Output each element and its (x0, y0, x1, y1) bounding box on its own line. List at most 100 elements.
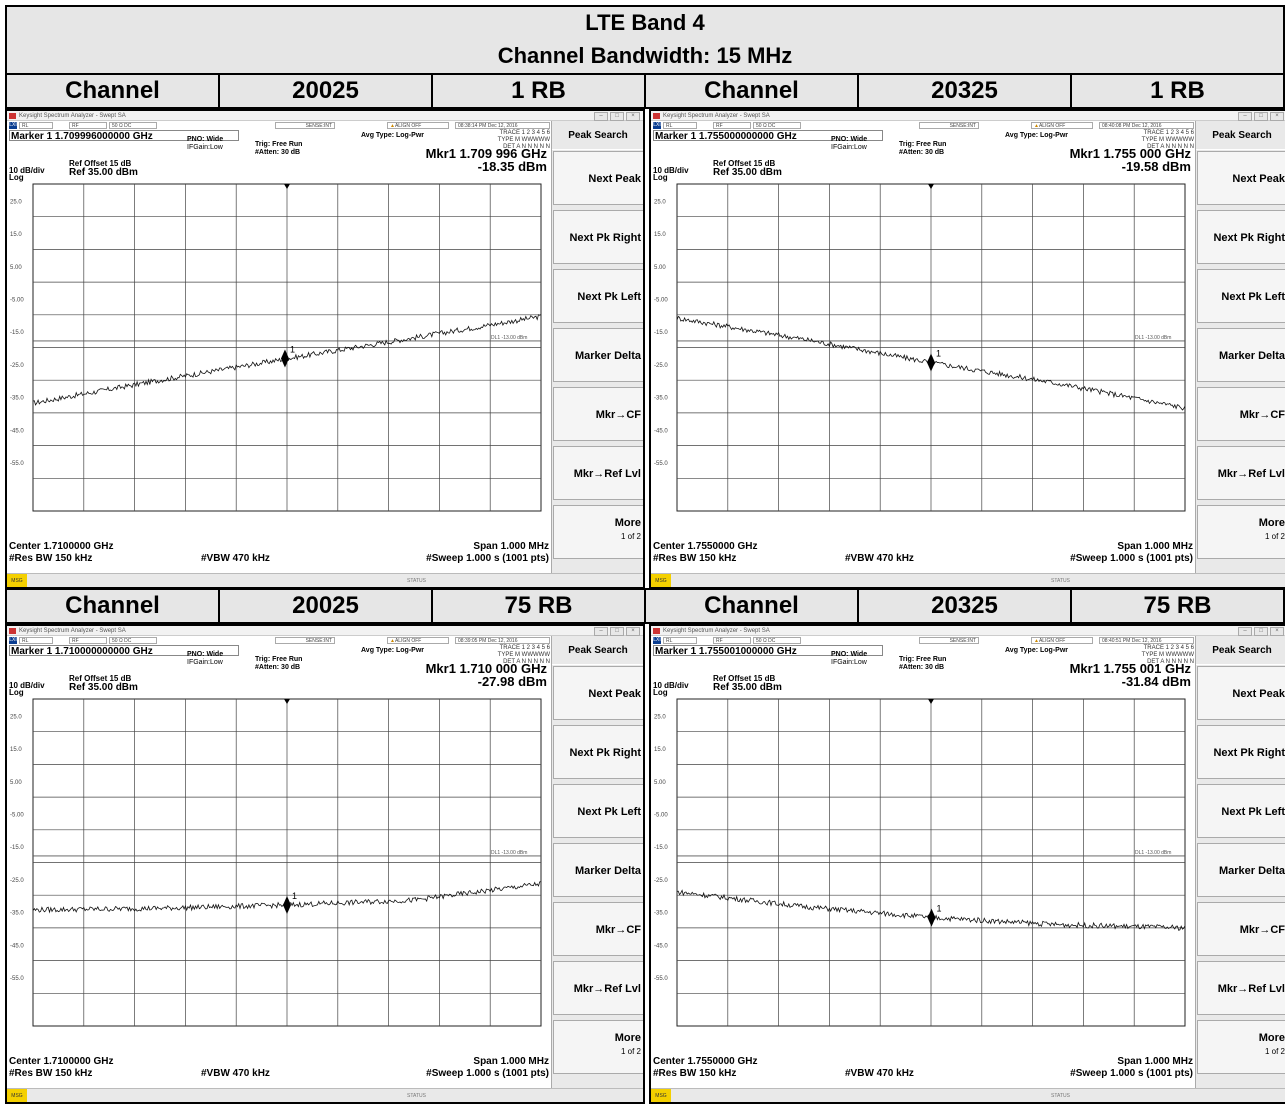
maximize-icon[interactable]: □ (610, 627, 624, 636)
scale-info: 10 dB/div Log (653, 681, 689, 697)
marker-frequency-field[interactable]: Marker 1 1.755000000000 GHz (653, 130, 883, 142)
pno-setting: PNO: Wide (831, 136, 868, 143)
span-setting: Span 1.000 MHz (1117, 541, 1193, 552)
window-title-bar: Keysight Spectrum Analyzer - Swept SA – □… (7, 111, 643, 121)
trace-info: TRACE 1 2 3 4 5 6 TYPE M WWWWW DET A N N… (472, 645, 550, 666)
y-tick-label: -55.0 (10, 461, 24, 467)
analyzer-window: Keysight Spectrum Analyzer - Swept SA – □… (651, 111, 1285, 587)
status-bar: MSG STATUS (651, 1088, 1285, 1102)
marker-frequency-field[interactable]: Marker 1 1.755001000000 GHz (653, 645, 883, 657)
warning-icon: ▲ (1034, 638, 1039, 644)
status-sense: SENSE:INT (919, 122, 979, 129)
scale-info: 10 dB/div Log (653, 166, 689, 182)
y-tick-label: -25.0 (654, 363, 668, 369)
maximize-icon[interactable]: □ (1254, 112, 1268, 121)
window-title: Keysight Spectrum Analyzer - Swept SA (663, 113, 770, 119)
maximize-icon[interactable]: □ (610, 112, 624, 121)
status-align: ▲ALIGN OFF (1031, 637, 1093, 644)
marker-delta-button[interactable]: Marker Delta (1197, 843, 1285, 897)
mkr-to-cf-button[interactable]: Mkr→CF (553, 902, 643, 956)
instrument-status-row: LXI RL RF 50 Ω DC SENSE:INT ▲ALIGN OFF 0… (7, 636, 551, 645)
status-rl: RL (663, 122, 697, 129)
msg-indicator: MSG (651, 574, 671, 587)
trace-detectors: DET A N N N N N (1147, 659, 1194, 665)
window-controls[interactable]: – □ × (1238, 627, 1284, 636)
trace-detectors: DET A N N N N N (1147, 144, 1194, 150)
marker-delta-button[interactable]: Marker Delta (1197, 328, 1285, 382)
mkr-to-ref-lvl-button[interactable]: Mkr→Ref Lvl (1197, 961, 1285, 1015)
next-pk-right-button[interactable]: Next Pk Right (1197, 725, 1285, 779)
status-align: ▲ALIGN OFF (387, 122, 449, 129)
display-line-label: DL1 -13.00 dBm (491, 850, 527, 856)
window-controls[interactable]: – □ × (1238, 112, 1284, 121)
window-controls[interactable]: – □ × (594, 112, 640, 121)
softkey-panel: Peak Search Next Peak Next Pk Right Next… (551, 636, 643, 1088)
close-icon[interactable]: × (1270, 627, 1284, 636)
center-indicator-icon (284, 699, 290, 704)
next-pk-right-button[interactable]: Next Pk Right (553, 725, 643, 779)
close-icon[interactable]: × (626, 627, 640, 636)
close-icon[interactable]: × (1270, 112, 1284, 121)
span-setting: Span 1.000 MHz (473, 541, 549, 552)
ref-offset: Ref Offset 15 dB (69, 159, 132, 168)
next-pk-left-button[interactable]: Next Pk Left (553, 784, 643, 838)
maximize-icon[interactable]: □ (1254, 627, 1268, 636)
minimize-icon[interactable]: – (594, 112, 608, 121)
marker-frequency-field[interactable]: Marker 1 1.710000000000 GHz (9, 645, 239, 657)
trace-numbers: TRACE 1 2 3 4 5 6 (499, 645, 550, 651)
lxi-icon: LXI (653, 637, 661, 644)
status-rl: RL (19, 122, 53, 129)
window-controls[interactable]: – □ × (594, 627, 640, 636)
more-label: More (1258, 1032, 1285, 1044)
more-button[interactable]: More 1 of 2 (553, 505, 643, 559)
more-page: 1 of 2 (1264, 532, 1285, 541)
next-pk-right-button[interactable]: Next Pk Right (1197, 210, 1285, 264)
more-button[interactable]: More 1 of 2 (553, 1020, 643, 1074)
minimize-icon[interactable]: – (1238, 627, 1252, 636)
close-icon[interactable]: × (626, 112, 640, 121)
next-pk-left-button[interactable]: Next Pk Left (553, 269, 643, 323)
marker-delta-button[interactable]: Marker Delta (553, 843, 643, 897)
window-title-bar: Keysight Spectrum Analyzer - Swept SA – □… (651, 626, 1285, 636)
channel-number: 20325 (859, 590, 1072, 622)
spectrum-plot: 25.0 15.0 5.00 -5.00 -15.0 -25.0 -35.0 -45.0 -55… (10, 183, 542, 512)
next-peak-button[interactable]: Next Peak (553, 151, 643, 205)
mkr-to-cf-button[interactable]: Mkr→CF (1197, 902, 1285, 956)
more-button[interactable]: More 1 of 2 (1197, 1020, 1285, 1074)
center-indicator-icon (284, 184, 290, 189)
next-peak-button[interactable]: Next Peak (1197, 666, 1285, 720)
pno-setting: PNO: Wide (831, 651, 868, 658)
sweep-setting: #Sweep 1.000 s (1001 pts) (1070, 1068, 1193, 1079)
spectrum-plot: 25.0 15.0 5.00 -5.00 -15.0 -25.0 -35.0 -45.0 -55… (654, 698, 1186, 1027)
next-pk-right-button[interactable]: Next Pk Right (553, 210, 643, 264)
marker-delta-button[interactable]: Marker Delta (553, 328, 643, 382)
next-pk-left-button[interactable]: Next Pk Left (1197, 269, 1285, 323)
trigger-setting: Trig: Free Run (255, 656, 303, 663)
next-pk-left-button[interactable]: Next Pk Left (1197, 784, 1285, 838)
marker-frequency-field[interactable]: Marker 1 1.709996000000 GHz (9, 130, 239, 142)
next-peak-button[interactable]: Next Peak (553, 666, 643, 720)
more-button[interactable]: More 1 of 2 (1197, 505, 1285, 559)
trigger-setting: Trig: Free Run (255, 141, 303, 148)
pno-setting: PNO: Wide (187, 651, 224, 658)
timestamp: 08:40:08 PM Dec 12, 2016 (1099, 122, 1194, 129)
vbw-setting: #VBW 470 kHz (845, 553, 914, 564)
mkr-to-cf-button[interactable]: Mkr→CF (553, 387, 643, 441)
mkr-to-ref-lvl-button[interactable]: Mkr→Ref Lvl (553, 446, 643, 500)
more-label: More (614, 517, 641, 529)
minimize-icon[interactable]: – (1238, 112, 1252, 121)
display-line-label: DL1 -13.00 dBm (1135, 850, 1171, 856)
ifgain-setting: IFGain:Low (831, 659, 867, 666)
app-icon (9, 628, 16, 634)
status-align-text: ALIGN OFF (394, 123, 422, 129)
mkr-to-ref-lvl-button[interactable]: Mkr→Ref Lvl (1197, 446, 1285, 500)
band-title: LTE Band 4 (585, 10, 705, 35)
minimize-icon[interactable]: – (594, 627, 608, 636)
status-sense: SENSE:INT (275, 122, 335, 129)
mkr-to-ref-lvl-button[interactable]: Mkr→Ref Lvl (553, 961, 643, 1015)
mkr-to-cf-button[interactable]: Mkr→CF (1197, 387, 1285, 441)
status-sense: SENSE:INT (275, 637, 335, 644)
next-peak-button[interactable]: Next Peak (1197, 151, 1285, 205)
reference-info: Ref Offset 15 dB Ref 35.00 dBm (69, 674, 138, 693)
ref-offset: Ref Offset 15 dB (69, 674, 132, 683)
